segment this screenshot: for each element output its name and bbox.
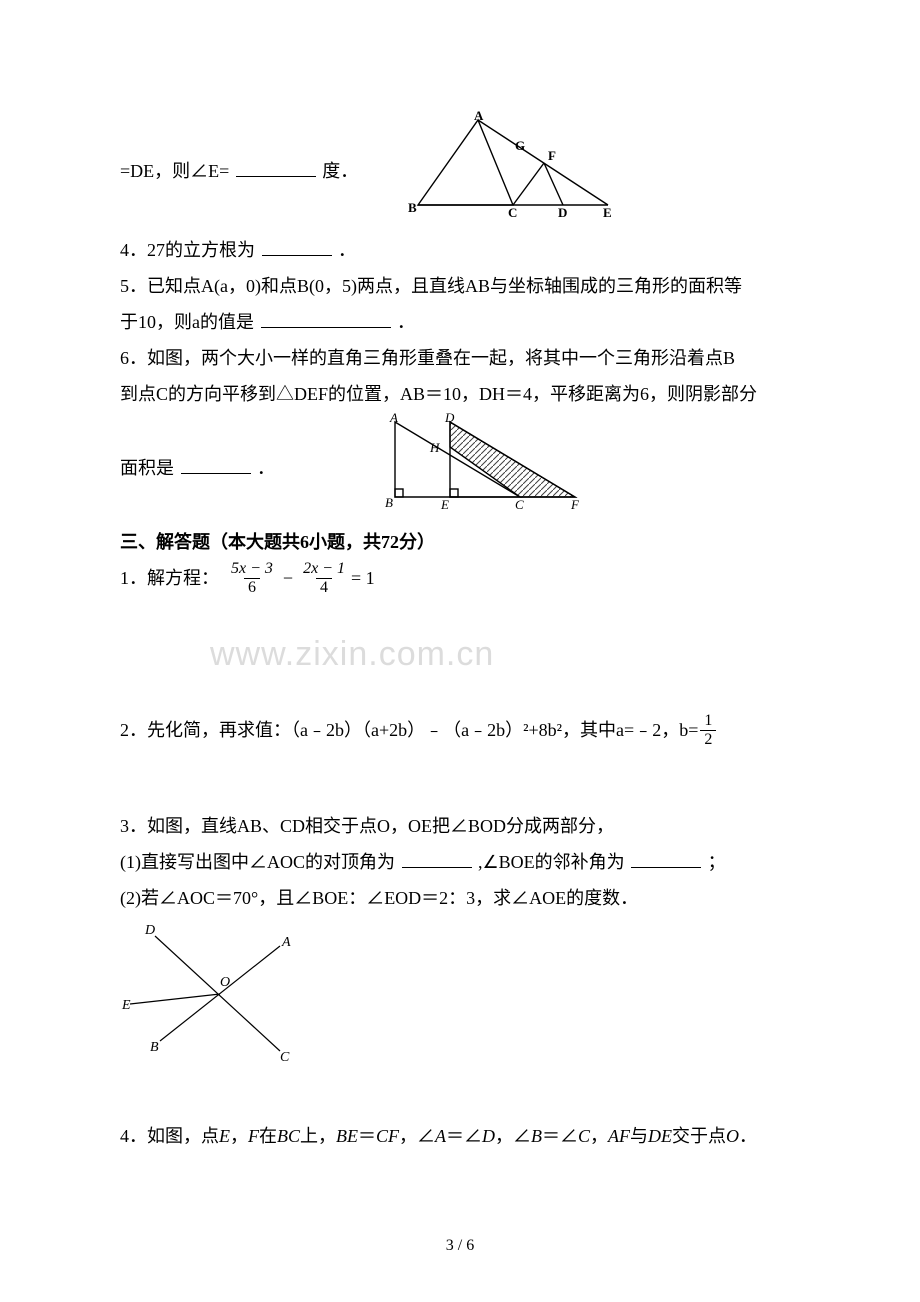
blank-q4: [262, 237, 332, 256]
s3-question-4: 4．如图，点E，F在BC上，BE＝CF，∠A＝∠D，∠B＝∠C，AF与DE交于点…: [120, 1118, 800, 1154]
blank-s3q3-1: [402, 849, 472, 868]
svg-text:D: D: [144, 923, 155, 938]
fraction-2: 2x − 1 4: [299, 560, 349, 596]
s3-question-3: 3．如图，直线AB、CD相交于点O，OE把∠BOD分成两部分， (1)直接写出图…: [120, 808, 800, 1078]
blank-q5: [261, 309, 391, 328]
svg-text:B: B: [150, 1040, 159, 1055]
svg-text:A: A: [474, 110, 484, 123]
question-de-text: =DE，则∠E= 度．: [120, 153, 358, 189]
figure-lines-abcd: A B C D E O: [120, 916, 310, 1078]
blank-q6: [181, 455, 251, 474]
svg-text:D: D: [444, 412, 455, 425]
svg-text:C: C: [515, 497, 524, 512]
svg-text:E: E: [440, 497, 449, 512]
svg-text:H: H: [429, 440, 440, 455]
svg-text:O: O: [220, 975, 230, 990]
figure-overlap-triangles: A B C D E F H: [355, 412, 585, 524]
s3-question-1: 1．解方程： 5x − 3 6 − 2x − 1 4 = 1: [120, 560, 800, 596]
page-footer: 3 / 6: [0, 1230, 920, 1262]
svg-text:G: G: [515, 138, 525, 153]
blank-s3q3-2: [631, 849, 701, 868]
section-3-header: 三、解答题（本大题共6小题，共72分）: [120, 524, 800, 560]
watermark: www.zixin.com.cn: [210, 620, 800, 688]
svg-text:E: E: [603, 205, 612, 220]
svg-text:D: D: [558, 205, 567, 220]
fraction-1: 5x − 3 6: [227, 560, 277, 596]
svg-text:B: B: [408, 200, 417, 215]
svg-text:A: A: [281, 935, 291, 950]
svg-text:A: A: [389, 412, 398, 425]
blank-de: [236, 158, 316, 177]
s3-question-2: 2．先化简，再求值：（a﹣2b）（a+2b）﹣（a﹣2b）²+8b²，其中a=﹣…: [120, 712, 800, 748]
page: =DE，则∠E= 度． A: [0, 0, 920, 1302]
svg-text:E: E: [121, 998, 131, 1013]
svg-text:B: B: [385, 495, 393, 510]
svg-text:C: C: [508, 205, 517, 220]
question-6: 6．如图，两个大小一样的直角三角形重叠在一起，将其中一个三角形沿着点B 到点C的…: [120, 340, 800, 524]
question-4: 4．27的立方根为 ．: [120, 232, 800, 268]
fraction-half: 1 2: [700, 712, 716, 748]
svg-text:F: F: [570, 497, 580, 512]
question-5: 5．已知点A(a，0)和点B(0，5)两点，且直线AB与坐标轴围成的三角形的面积…: [120, 268, 800, 340]
svg-text:F: F: [548, 148, 556, 163]
question-de-row: =DE，则∠E= 度． A: [120, 110, 800, 232]
svg-text:C: C: [280, 1050, 290, 1065]
figure-triangle-acd: A B C D E F G: [398, 110, 618, 232]
